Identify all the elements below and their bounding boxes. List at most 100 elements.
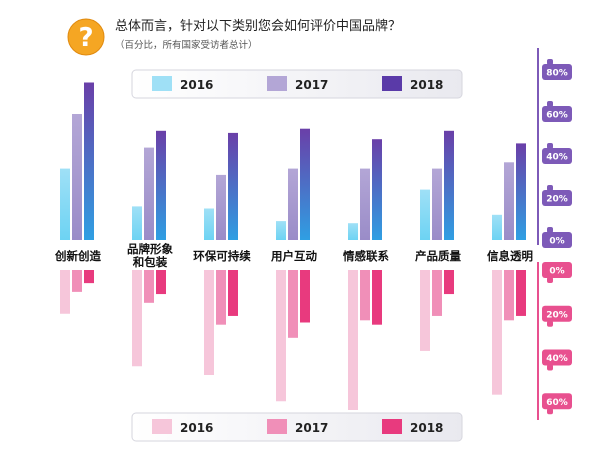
bar-positive-2017-5 (432, 168, 442, 240)
negative-tick-thumb-1 (547, 320, 553, 327)
negative-tick-badge-0 (542, 262, 572, 278)
category-label-1-line1: 和包装 (133, 255, 168, 269)
negative-tick-badge-1 (542, 305, 572, 322)
bar-positive-2017-3 (288, 168, 298, 240)
category-label-3: 用户互动 (270, 249, 317, 263)
negative-bars (60, 270, 526, 410)
category-label-4: 情感联系 (342, 249, 389, 263)
positive-tick-thumb-4 (547, 227, 553, 233)
legend-bottom: 2016 2017 2018 (131, 412, 463, 442)
bar-negative-2016-4 (348, 270, 358, 410)
positive-tick-badge-3 (542, 190, 572, 206)
bar-positive-2018-6 (516, 143, 526, 240)
positive-tick-thumb-1 (547, 101, 553, 107)
bar-negative-2018-4 (372, 270, 382, 325)
bar-negative-2016-1 (132, 270, 142, 367)
negative-tick-thumb-3 (547, 408, 553, 415)
bar-positive-2018-5 (444, 130, 454, 240)
category-label-2: 环保可持续 (193, 249, 251, 263)
negative-tick-thumb-0 (547, 277, 553, 283)
negative-tick-badge-2 (542, 349, 572, 366)
bar-positive-2017-4 (360, 168, 370, 240)
bar-negative-2016-2 (204, 270, 214, 375)
positive-tick-badge-1 (542, 106, 572, 122)
legend-bottom-label-2016: 2016 (180, 421, 213, 435)
positive-bars (60, 82, 526, 240)
positive-tick-label-1: 60% (546, 111, 568, 121)
legend-bottom-swatch-2016 (152, 419, 172, 434)
bar-negative-2017-1 (144, 270, 154, 303)
legend-top-label-2017: 2017 (295, 78, 328, 92)
chart-subtitle: （百分比，所有国家受访者总计） (115, 39, 258, 51)
question-icon: ? (67, 18, 105, 56)
negative-tick-label-3: 60% (546, 398, 568, 408)
legend-top-label-2016: 2016 (180, 78, 213, 92)
bar-negative-2018-1 (156, 270, 166, 295)
category-label-0: 创新创造 (54, 249, 101, 263)
bar-negative-2017-6 (504, 270, 514, 321)
scale-badges: 80% 60% 40% 20% 0% 0% 20% 40% 60% (537, 48, 572, 420)
bar-positive-2018-1 (156, 130, 166, 240)
legend-top-swatch-2016 (152, 76, 172, 91)
category-label-1-line0: 品牌形象 (127, 242, 173, 256)
bar-negative-2017-3 (288, 270, 298, 338)
bar-positive-2018-0 (84, 82, 94, 240)
bar-positive-2018-4 (372, 139, 382, 240)
negative-tick-label-2: 40% (546, 354, 568, 364)
negative-tick-badge-3 (542, 393, 572, 410)
positive-tick-label-0: 80% (546, 69, 568, 79)
bar-positive-2017-0 (72, 114, 82, 240)
bar-positive-2016-3 (276, 221, 286, 240)
bar-negative-2016-3 (276, 270, 286, 402)
positive-tick-badge-4 (542, 232, 572, 248)
legend-bottom-label-2018: 2018 (410, 421, 443, 435)
bar-negative-2018-2 (228, 270, 238, 316)
legend-top-label-2018: 2018 (410, 78, 443, 92)
bar-negative-2018-5 (444, 270, 454, 295)
bar-negative-2017-4 (360, 270, 370, 321)
bar-positive-2016-1 (132, 206, 142, 240)
bar-positive-2018-2 (228, 132, 238, 240)
legend-bottom-swatch-2018 (382, 419, 402, 434)
bar-positive-2016-0 (60, 168, 70, 240)
bar-positive-2017-2 (216, 174, 226, 240)
negative-tick-thumb-2 (547, 364, 553, 371)
category-label-6: 信息透明 (487, 249, 533, 263)
negative-tick-label-0: 0% (549, 267, 564, 277)
bar-negative-2016-0 (60, 270, 70, 314)
positive-tick-thumb-3 (547, 185, 553, 191)
positive-tick-badge-0 (542, 64, 572, 80)
bar-positive-2017-6 (504, 162, 514, 240)
svg-text:?: ? (78, 23, 93, 53)
legend-top-swatch-2018 (382, 76, 402, 91)
positive-tick-thumb-2 (547, 143, 553, 149)
bar-positive-2016-4 (348, 223, 358, 240)
positive-tick-label-4: 0% (549, 237, 564, 247)
bar-negative-2016-5 (420, 270, 430, 351)
bar-negative-2017-0 (72, 270, 82, 292)
bar-negative-2017-2 (216, 270, 226, 325)
legend-bottom-swatch-2017 (267, 419, 287, 434)
negative-tick-label-1: 20% (546, 310, 568, 320)
positive-tick-badge-2 (542, 148, 572, 164)
category-band (42, 240, 532, 270)
bar-negative-2018-6 (516, 270, 526, 316)
bar-negative-2016-6 (492, 270, 502, 395)
bar-positive-2016-6 (492, 214, 502, 240)
legend-top-swatch-2017 (267, 76, 287, 91)
legend-top: 2016 2017 2018 (131, 69, 463, 99)
positive-tick-label-2: 40% (546, 153, 568, 163)
bar-positive-2017-1 (144, 147, 154, 240)
bar-positive-2018-3 (300, 128, 310, 240)
chart-question: 总体而言，针对以下类别您会如何评价中国品牌？ (115, 18, 401, 34)
bar-positive-2016-2 (204, 208, 214, 240)
bar-positive-2016-5 (420, 189, 430, 240)
legend-bottom-label-2017: 2017 (295, 421, 328, 435)
bar-negative-2018-0 (84, 270, 94, 284)
bar-negative-2017-5 (432, 270, 442, 316)
bar-negative-2018-3 (300, 270, 310, 323)
category-label-5: 产品质量 (415, 249, 461, 263)
